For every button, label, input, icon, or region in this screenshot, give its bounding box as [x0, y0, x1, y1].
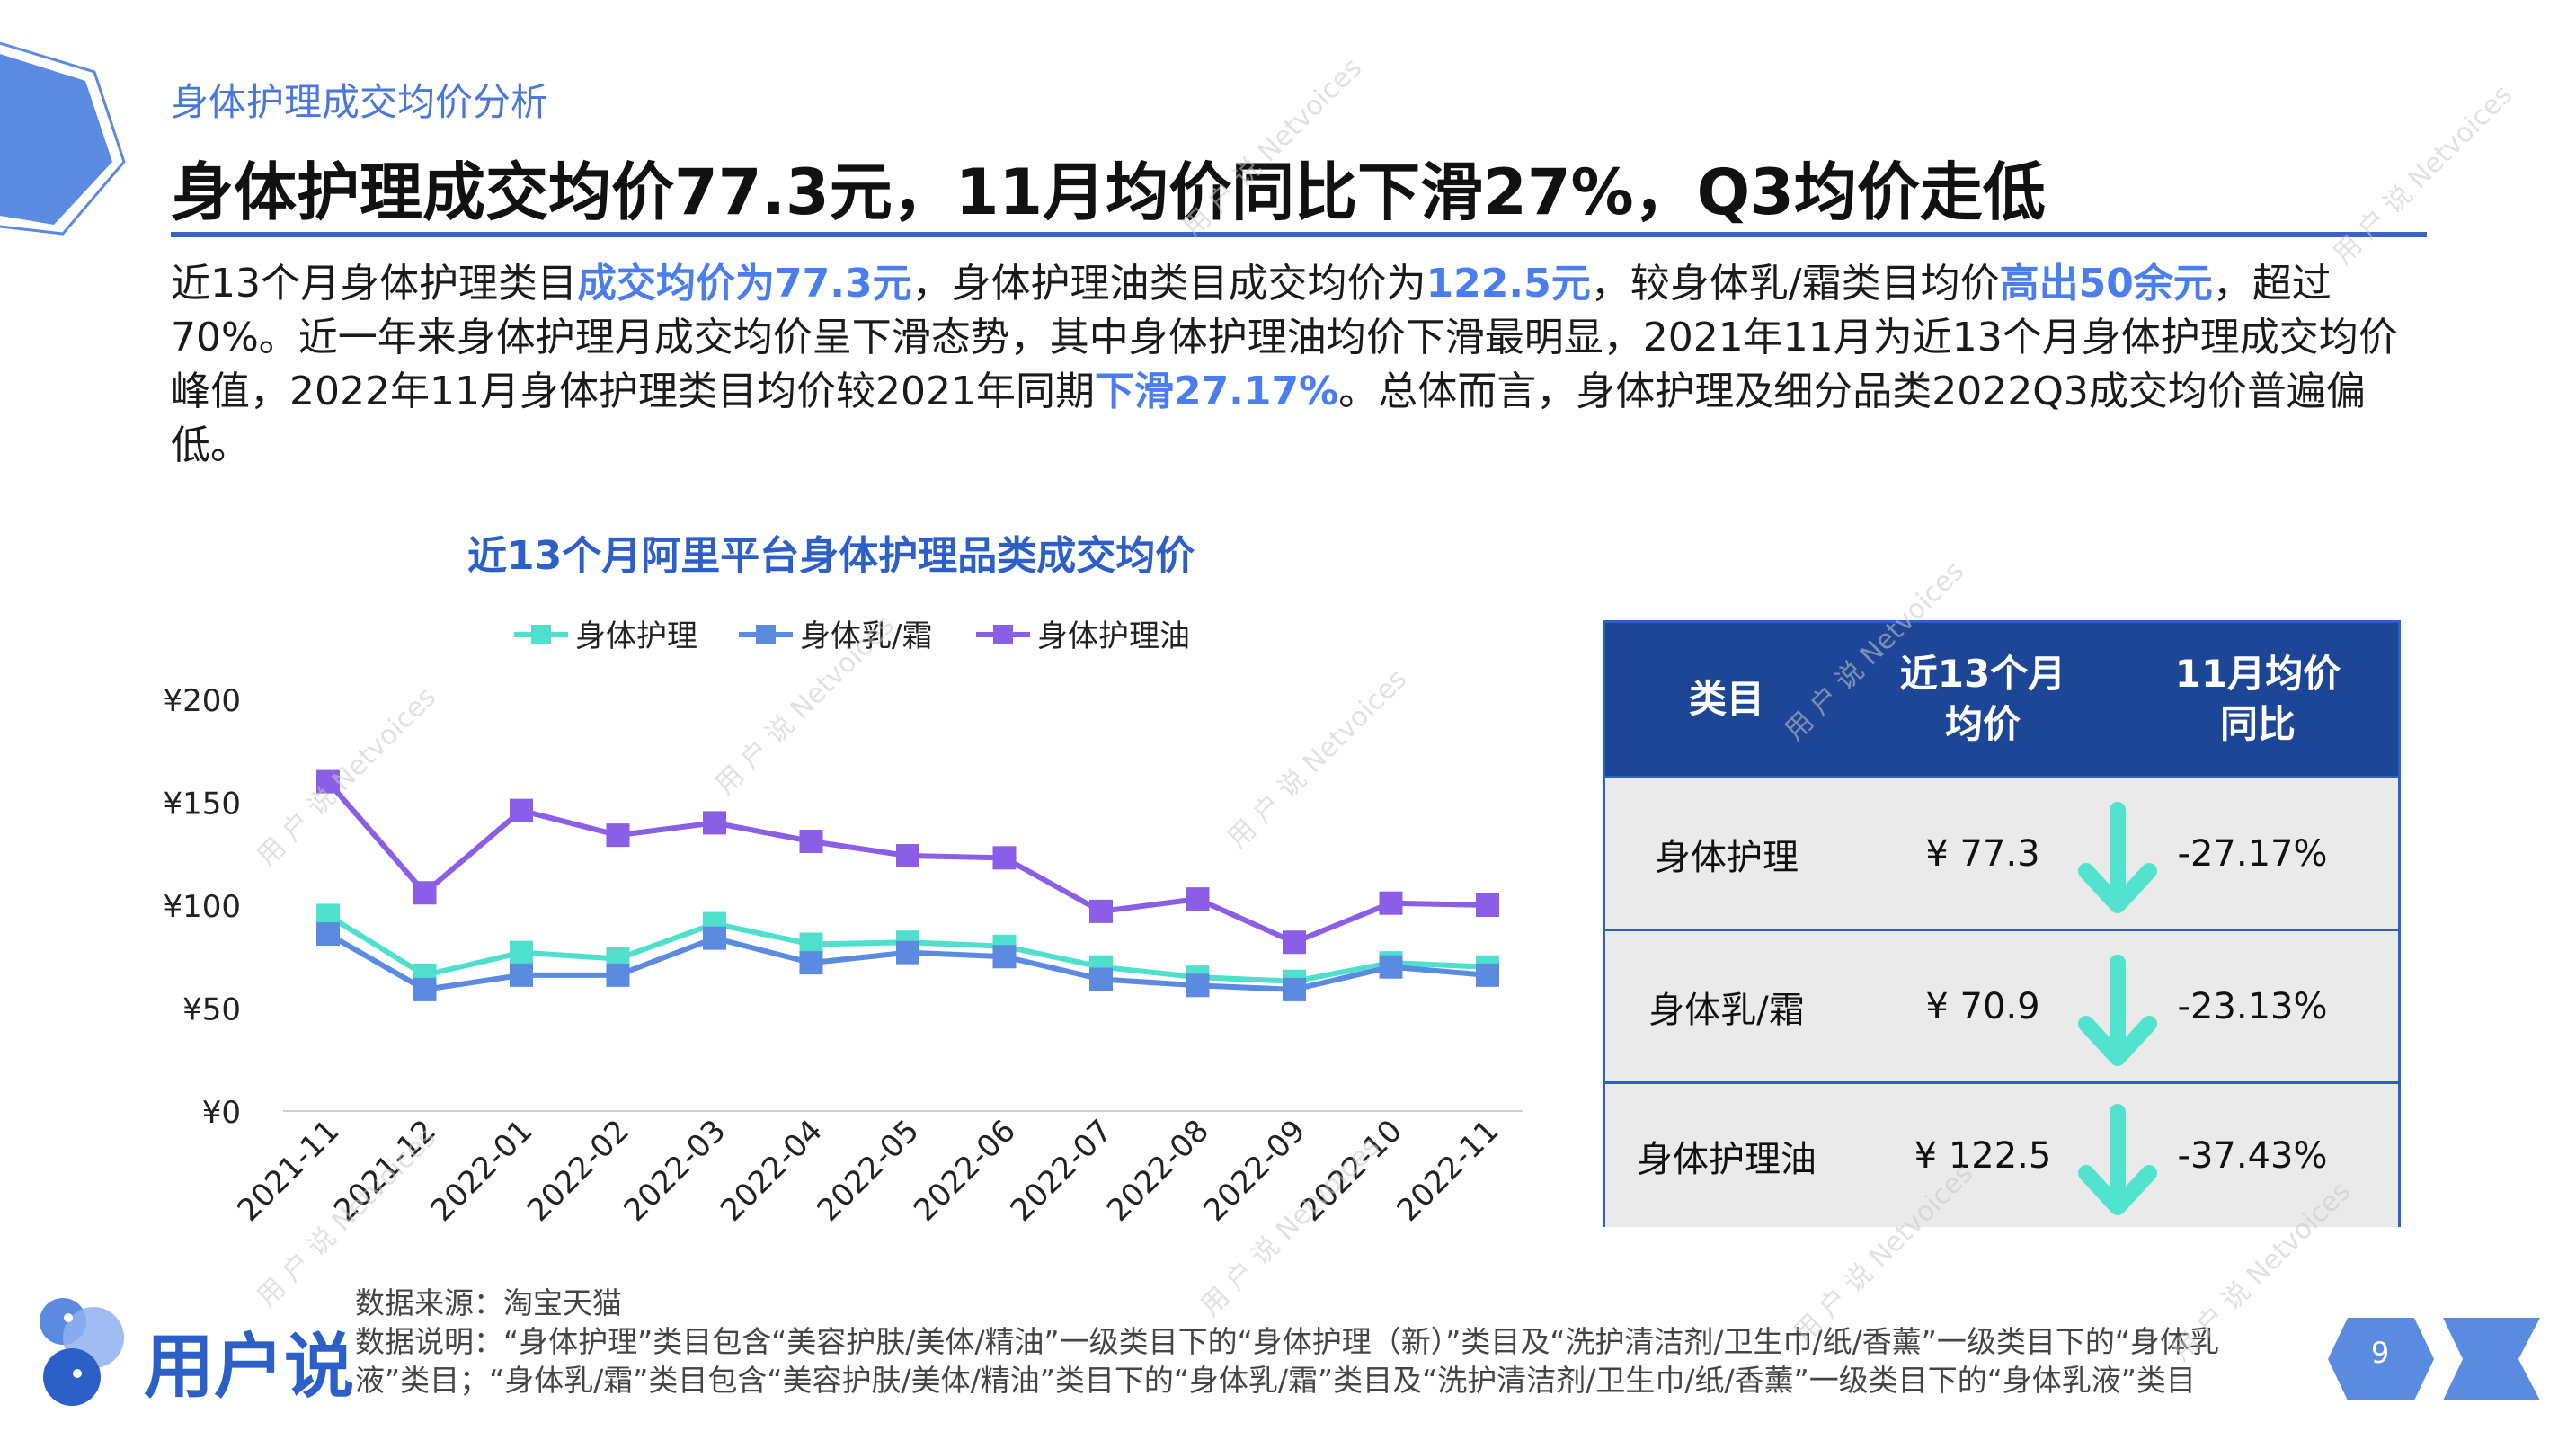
- section-label: 身体护理成交均价分析: [171, 80, 549, 124]
- data-point: [316, 922, 340, 947]
- data-point: [316, 769, 340, 794]
- y-tick-label: ¥150: [163, 787, 241, 822]
- source-description: 数据说明：“身体护理”类目包含“美容护肤/美体/精油”一级类目下的“身体护理（新…: [355, 1324, 2219, 1398]
- legend-swatch-marker: [531, 625, 551, 644]
- data-point: [1089, 967, 1113, 991]
- legend-label: 身体护理油: [1037, 618, 1190, 654]
- source-line: 数据来源：淘宝天猫: [355, 1285, 622, 1320]
- data-point: [1089, 899, 1113, 923]
- table-cell-change: -37.43%: [2177, 1134, 2328, 1177]
- chart-legend: 身体护理 身体乳/霜 身体护理油: [514, 618, 1190, 654]
- data-point: [510, 963, 533, 987]
- data-point: [896, 844, 919, 868]
- intro-highlight: 成交均价为77.3元: [577, 261, 912, 307]
- data-point: [703, 926, 726, 950]
- data-point: [1379, 955, 1403, 979]
- x-tick-label: 2022-01: [424, 1113, 540, 1229]
- y-tick-label: ¥100: [163, 889, 241, 925]
- table-row: 身体护理油 ¥ 122.5 -37.43%: [1605, 1081, 2398, 1227]
- x-tick-label: 2022-05: [811, 1113, 927, 1229]
- table-row: 身体护理 ¥ 77.3 -27.17%: [1605, 776, 2398, 929]
- data-point: [1186, 887, 1210, 911]
- page-number: 9: [2370, 1336, 2390, 1370]
- data-point: [606, 963, 630, 987]
- data-point: [1186, 973, 1210, 998]
- data-point: [1476, 893, 1499, 917]
- data-point: [1283, 930, 1306, 955]
- intro-paragraph: 近13个月身体护理类目成交均价为77.3元，身体护理油类目成交均价为122.5元…: [171, 257, 2418, 473]
- data-point: [992, 846, 1017, 870]
- table-cell-price: ¥ 70.9: [1925, 985, 2040, 1027]
- line-chart: 身体护理 身体乳/霜 身体护理油 ¥0¥50¥100¥150¥200 2021-11…: [163, 618, 1523, 1229]
- table-cell-category: 身体护理: [1655, 836, 1799, 878]
- y-tick-label: ¥0: [202, 1095, 241, 1131]
- data-point: [510, 940, 533, 965]
- legend-label: 身体护理: [575, 618, 697, 654]
- down-arrow-icon: [2078, 1103, 2157, 1215]
- summary-table: 类目 近13个月 均价 11月均价 同比 身体护理 ¥ 77.3 -27.17% 身…: [1603, 620, 2401, 1227]
- intro-text: ，较身体乳/霜类目均价: [1590, 261, 2000, 307]
- page-headline: 身体护理成交均价77.3元，11月均价同比下滑27%，Q3均价走低: [171, 156, 2046, 229]
- page-badge-icon: [2328, 1318, 2540, 1400]
- intro-highlight: 122.5元: [1426, 261, 1591, 307]
- x-tick-label: 2022-03: [617, 1113, 733, 1229]
- table-header-yoy: 11月均价 同比: [2174, 652, 2341, 746]
- title-divider: [171, 232, 2427, 237]
- down-arrow-icon: [2078, 954, 2157, 1066]
- table-cell-price: ¥ 122.5: [1914, 1134, 2052, 1177]
- table-header-row: 类目 近13个月 均价 11月均价 同比: [1605, 623, 2398, 776]
- data-point: [703, 811, 726, 835]
- x-tick-label: 2022-06: [907, 1113, 1023, 1229]
- data-point: [896, 940, 919, 965]
- x-tick-label: 2022-11: [1390, 1113, 1506, 1229]
- corner-hexagon-decoration: [0, 41, 126, 236]
- table-cell-price: ¥ 77.3: [1925, 832, 2040, 875]
- brand-name: 用户说: [144, 1327, 355, 1408]
- y-tick-label: ¥50: [182, 992, 241, 1028]
- brand-logo-icon: [40, 1298, 124, 1406]
- legend-label: 身体乳/霜: [800, 618, 932, 654]
- data-point: [413, 977, 437, 1001]
- x-tick-label: 2022-08: [1100, 1113, 1216, 1229]
- data-point: [413, 881, 437, 905]
- table-cell-change: -27.17%: [2177, 832, 2328, 875]
- series-layer: [316, 769, 1499, 1001]
- down-arrow-icon: [2078, 801, 2157, 913]
- y-axis: ¥0 ¥50 ¥100 ¥150 ¥200: [163, 683, 241, 1131]
- data-point: [606, 823, 630, 848]
- intro-text: ，超过70%。近一年来身体护理月成交均价呈下滑态势，其中身体护理油均价下滑最明显…: [171, 261, 2398, 414]
- data-point: [1476, 963, 1499, 987]
- x-tick-label: 2022-07: [1004, 1113, 1120, 1229]
- x-tick-label: 2022-02: [520, 1113, 636, 1229]
- data-point: [1379, 891, 1403, 915]
- table-header-avg-price: 近13个月 均价: [1899, 652, 2066, 746]
- watermark-text: 用 户 说 Netvoices: [2327, 78, 2519, 271]
- intro-highlight: 高出50余元: [1999, 261, 2213, 307]
- data-point: [799, 951, 823, 975]
- legend-swatch-marker: [993, 625, 1013, 644]
- table-row: 身体乳/霜 ¥ 70.9 -23.13%: [1605, 929, 2398, 1081]
- table-cell-category: 身体乳/霜: [1648, 989, 1805, 1031]
- table-cell-category: 身体护理油: [1637, 1138, 1817, 1180]
- data-point: [510, 798, 533, 822]
- data-point: [799, 830, 823, 854]
- table-cell-change: -23.13%: [2177, 985, 2328, 1027]
- intro-text: 。总体而言，身体护理及细分品类2022Q3成交均价普遍偏低。: [171, 369, 2366, 468]
- intro-highlight: 下滑27.17%: [1094, 369, 1339, 414]
- chart-title: 近13个月阿里平台身体护理品类成交均价: [467, 533, 1195, 579]
- intro-text: 近13个月身体护理类目: [171, 261, 577, 307]
- data-source-note: 数据来源：淘宝天猫 数据说明：“身体护理”类目包含“美容护肤/美体/精油”一级类…: [355, 1284, 2278, 1400]
- y-tick-label: ¥200: [163, 683, 241, 719]
- intro-text: ，身体护理油类目成交均价为: [911, 261, 1426, 307]
- legend-swatch-marker: [756, 625, 776, 644]
- data-point: [1283, 977, 1306, 1001]
- data-point: [992, 945, 1017, 969]
- x-tick-label: 2022-04: [714, 1113, 830, 1229]
- table-header-category: 类目: [1688, 677, 1764, 721]
